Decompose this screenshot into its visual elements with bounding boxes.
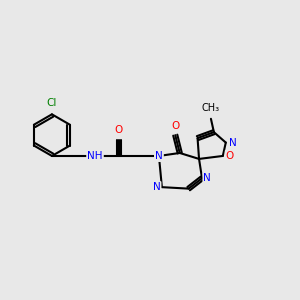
Text: Cl: Cl xyxy=(47,98,57,108)
Text: N: N xyxy=(153,182,160,192)
Text: N: N xyxy=(229,138,236,148)
Text: O: O xyxy=(115,125,123,135)
Text: NH: NH xyxy=(87,151,103,161)
Text: O: O xyxy=(226,151,234,161)
Text: N: N xyxy=(203,173,211,183)
Text: O: O xyxy=(171,121,179,131)
Text: CH₃: CH₃ xyxy=(202,103,220,113)
Text: N: N xyxy=(155,151,163,161)
